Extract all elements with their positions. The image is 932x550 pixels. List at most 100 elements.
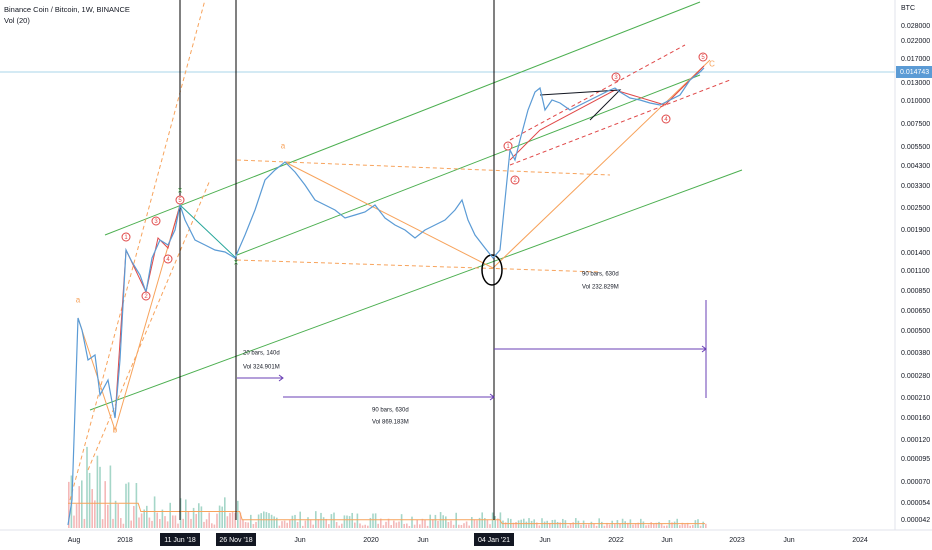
volume-bar	[692, 524, 694, 528]
volume-bar	[525, 521, 528, 528]
volume-bar	[182, 518, 184, 528]
wave-label: 1	[506, 144, 510, 150]
volume-bar	[702, 521, 704, 528]
volume-bar	[320, 512, 322, 528]
volume-bar	[627, 522, 629, 528]
volume-bar	[218, 505, 221, 528]
volume-bar	[473, 519, 476, 528]
volume-bar	[546, 520, 548, 528]
volume-bar	[291, 515, 294, 528]
wave-circle	[503, 141, 513, 151]
time-label: Jun	[783, 537, 794, 544]
volume-bar	[260, 513, 262, 528]
volume-bar	[614, 524, 616, 528]
volume-bar	[302, 525, 304, 528]
price-label: 0.017000	[901, 56, 930, 63]
dashed-line	[236, 159, 611, 176]
volume-bar	[619, 523, 621, 528]
volume-bar	[361, 525, 364, 528]
wave-label: 1	[124, 235, 128, 241]
volume-bar	[530, 520, 533, 528]
volume-bar	[161, 509, 164, 528]
volume-bar	[135, 482, 138, 528]
volume-bar	[289, 520, 291, 528]
volume-bar	[689, 525, 691, 528]
volume-bar	[429, 514, 431, 528]
title: Binance Coin / Bitcoin, 1W, BINANCE	[4, 5, 130, 14]
measure-volume: Vol 232.829M	[582, 285, 619, 291]
price-label: 0.003300	[901, 183, 930, 190]
volume-bar	[268, 513, 270, 528]
volume-bar	[330, 514, 333, 528]
time-label: 11 Jun '18	[164, 537, 196, 544]
volume-bar	[120, 518, 122, 528]
volume-bar	[151, 520, 153, 528]
price-label: 0.000210	[901, 395, 930, 402]
volume-bar	[442, 515, 444, 528]
volume-bar	[130, 520, 132, 528]
volume-bar	[432, 519, 434, 528]
price-label: 0.001100	[901, 268, 930, 275]
volume-bar	[382, 525, 385, 528]
volume-bar	[489, 524, 491, 528]
measure-bars: 90 bars, 630d	[372, 408, 409, 414]
volume-bar	[187, 511, 190, 528]
volume-bar	[270, 514, 273, 528]
volume-bar	[307, 517, 309, 528]
time-label: 2023	[729, 537, 745, 544]
volume-bar	[81, 480, 83, 528]
price-label: 0.000280	[901, 373, 930, 380]
measure-bars: 20 bars, 140d	[243, 351, 280, 357]
time-label: Jun	[294, 537, 305, 544]
volume-bar	[611, 520, 613, 528]
volume-bar	[208, 512, 210, 528]
price-label: 0.000070	[901, 479, 930, 486]
volume-bar	[403, 523, 405, 528]
volume-bar	[99, 466, 101, 528]
volume-bar	[94, 500, 96, 528]
volume-bar	[624, 521, 626, 528]
current-price-box	[896, 66, 932, 78]
volume-bar	[411, 516, 413, 528]
volume-bar	[185, 499, 187, 528]
volume-bar	[447, 521, 450, 528]
volume-bar	[380, 518, 382, 528]
volume-bar	[372, 513, 374, 528]
volume-bar	[198, 503, 200, 528]
time-label: Jun	[417, 537, 428, 544]
volume-bar	[421, 518, 424, 528]
volume-bar	[242, 519, 244, 528]
volume-bar	[195, 513, 197, 528]
wave-circle	[141, 291, 151, 301]
volume-bar	[663, 525, 665, 528]
wave-label: a	[281, 142, 286, 151]
volume-bar	[325, 518, 327, 528]
measure-arrows	[237, 300, 707, 401]
volume-bar	[647, 524, 650, 528]
triangle	[539, 89, 622, 121]
wave-label: 3	[154, 219, 158, 225]
price-label: 0.013000	[901, 80, 930, 87]
wave-circle	[175, 195, 185, 205]
volume-bar	[536, 522, 538, 528]
dashed-line	[236, 259, 601, 273]
volume-bar	[653, 523, 655, 528]
volume-bar	[322, 517, 325, 528]
volume-bar	[211, 523, 213, 528]
price-label: 0.000042	[901, 517, 930, 524]
price-label: 0.005500	[901, 144, 930, 151]
volume-bar	[216, 513, 218, 528]
volume-bar	[517, 520, 520, 528]
volume-bar	[491, 512, 494, 528]
price-axis	[895, 0, 932, 550]
volume-bar	[133, 506, 135, 528]
volume-bar	[138, 517, 140, 528]
price-label: 0.010000	[901, 98, 930, 105]
volume-bar	[608, 524, 611, 528]
volume-bar	[645, 525, 647, 528]
volume-bar	[504, 522, 507, 528]
wave-label: C	[709, 60, 715, 69]
wave-label: b	[113, 426, 118, 435]
volume-bar	[515, 522, 517, 528]
